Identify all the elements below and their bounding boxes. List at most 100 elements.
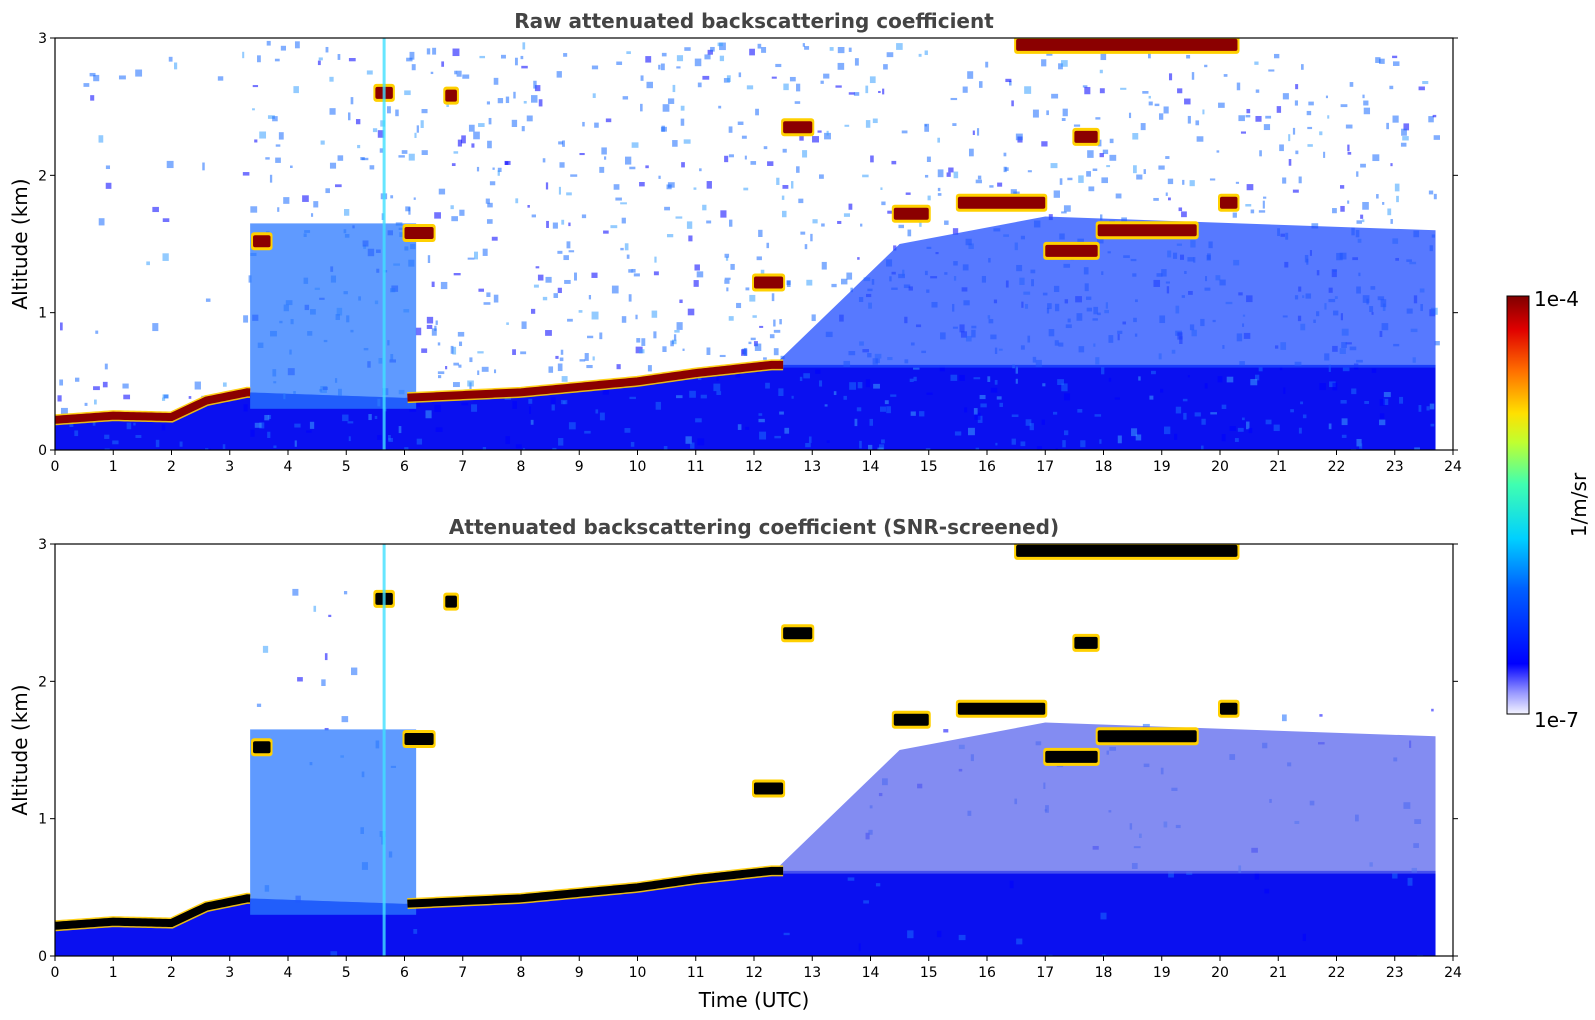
noise-cell <box>854 418 858 427</box>
noise-cell <box>850 287 853 293</box>
noise-cell <box>477 351 484 354</box>
noise-cell <box>1311 223 1319 229</box>
noise-cell <box>405 206 411 212</box>
noise-cell <box>781 195 785 200</box>
noise-cell <box>646 81 653 89</box>
noise-cell <box>919 219 922 227</box>
noise-cell <box>697 438 705 446</box>
noise-cell <box>294 41 300 49</box>
noise-cell <box>521 126 525 132</box>
noise-cell <box>162 253 169 261</box>
noise-cell <box>456 70 462 77</box>
noise-cell <box>704 54 711 60</box>
noise-cell <box>1250 378 1258 386</box>
noise-cell <box>222 382 227 387</box>
noise-cell <box>522 42 526 50</box>
noise-cell <box>205 298 211 302</box>
noise-cell <box>409 51 415 60</box>
x-tick-label: 18 <box>1095 965 1113 981</box>
cloud-core <box>1016 38 1238 51</box>
noise-cell <box>630 441 635 447</box>
noise-cell <box>676 55 684 62</box>
x-tick-label: 0 <box>51 965 60 981</box>
noise-cell <box>713 383 721 392</box>
noise-cell <box>545 276 552 283</box>
cloud-core <box>1097 224 1197 237</box>
noise-cell <box>93 386 100 391</box>
noise-cell <box>348 436 351 442</box>
noise-cell <box>374 415 378 420</box>
noise-cell <box>680 118 685 126</box>
x-tick-label: 17 <box>1036 459 1054 475</box>
noise-cell <box>968 148 974 157</box>
noise-cell <box>1136 174 1143 180</box>
noise-cell <box>872 118 878 124</box>
noise-cell <box>953 171 959 179</box>
noise-cell <box>421 348 428 353</box>
noise-cell <box>408 153 415 161</box>
noise-cell <box>599 412 605 421</box>
noise-cell <box>1055 448 1058 450</box>
noise-cell <box>865 85 869 94</box>
noise-cell <box>267 431 271 439</box>
noise-cell <box>1282 93 1289 100</box>
noise-cell <box>1194 412 1201 417</box>
noise-cell <box>654 256 657 263</box>
noise-cell <box>431 281 435 288</box>
x-tick-label: 9 <box>575 965 584 981</box>
noise-cell <box>453 273 461 276</box>
noise-cell <box>962 86 968 93</box>
noise-cell <box>901 130 908 134</box>
noise-cell <box>1383 398 1389 406</box>
noise-cell <box>487 202 493 208</box>
noise-cell <box>870 155 874 163</box>
noise-cell <box>243 315 249 323</box>
noise-cell <box>520 351 527 355</box>
noise-cell <box>1351 388 1357 395</box>
noise-cell <box>967 71 974 79</box>
noise-cell <box>398 155 405 158</box>
cloud-core <box>754 276 784 289</box>
noise-cell <box>432 47 437 55</box>
noise-cell <box>533 284 539 288</box>
cloud-core <box>404 227 434 240</box>
noise-cell <box>622 96 629 100</box>
noise-cell <box>451 163 456 167</box>
x-tick-label: 23 <box>1386 459 1404 475</box>
noise-cell <box>720 210 727 218</box>
noise-cell <box>651 310 658 318</box>
noise-cell <box>666 184 672 190</box>
noise-cell <box>568 222 571 227</box>
noise-cell <box>1051 93 1059 99</box>
noise-cell <box>104 363 108 370</box>
noise-cell <box>891 160 897 165</box>
noise-cell <box>1242 417 1245 421</box>
x-tick-label: 24 <box>1444 965 1462 981</box>
noise-cell <box>893 245 897 251</box>
noise-cell <box>1106 165 1111 168</box>
noise-cell <box>122 383 129 389</box>
noise-cell <box>937 187 941 192</box>
noise-cell <box>952 228 959 235</box>
noise-cell <box>1196 136 1204 142</box>
noise-cell <box>252 108 255 111</box>
noise-cell <box>695 418 702 423</box>
noise-cell <box>275 144 281 147</box>
noise-cell <box>1254 61 1259 65</box>
noise-cell <box>1340 104 1348 108</box>
noise-cell <box>1223 74 1228 77</box>
noise-cell <box>1015 133 1023 141</box>
noise-cell <box>1201 445 1204 450</box>
noise-cell <box>726 75 731 82</box>
noise-cell <box>248 275 252 283</box>
noise-cell <box>869 76 876 84</box>
noise-cell <box>699 168 702 172</box>
noise-cell <box>631 268 636 273</box>
noise-cell <box>952 123 957 126</box>
noise-cell <box>438 375 442 379</box>
noise-cell <box>763 357 767 360</box>
x-tick-label: 22 <box>1328 965 1346 981</box>
noise-cell <box>416 438 423 445</box>
noise-cell <box>1302 414 1307 419</box>
noise-cell <box>566 192 572 196</box>
